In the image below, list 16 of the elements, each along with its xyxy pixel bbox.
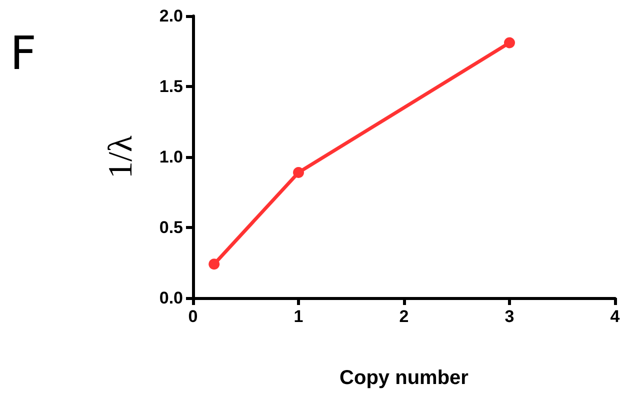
y-axis-title: 1/λ <box>102 135 140 178</box>
point <box>293 167 304 178</box>
y-tick-label: 1.0 <box>159 148 183 166</box>
text: F <box>10 26 36 80</box>
y-tick-label: 2.0 <box>159 6 183 26</box>
point <box>208 258 220 270</box>
x-tick-label: 1 <box>294 307 304 326</box>
x-tick-label: 2 <box>399 307 409 326</box>
x-axis-title: Copy number <box>340 367 469 389</box>
y-tick-label: 0.5 <box>159 218 183 237</box>
x-tick-label: 4 <box>610 307 620 326</box>
x-tick-label: 0 <box>188 307 198 326</box>
x-tick-label: 3 <box>504 307 514 326</box>
y-tick-label: 0.0 <box>159 288 183 308</box>
point <box>504 37 515 48</box>
y-tick-label: 1.5 <box>159 77 183 96</box>
